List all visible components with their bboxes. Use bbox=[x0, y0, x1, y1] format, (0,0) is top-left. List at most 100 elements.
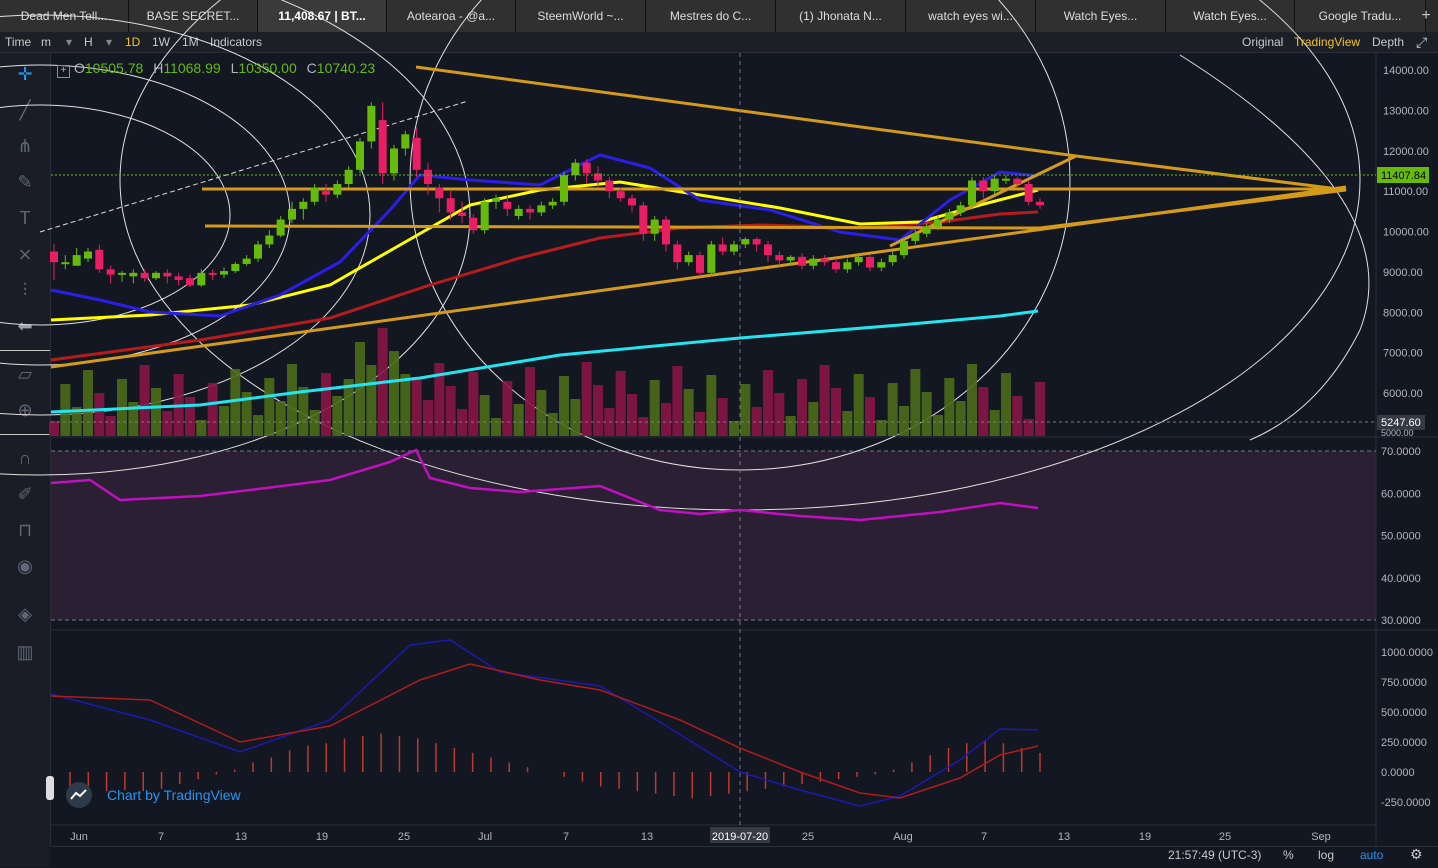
candle-body bbox=[492, 198, 500, 202]
interval-hour-dropdown[interactable]: H bbox=[84, 35, 93, 49]
price-tick-label: 8000.00 bbox=[1383, 307, 1423, 319]
candle-body bbox=[605, 180, 614, 192]
candle-body bbox=[866, 256, 874, 268]
lock-drawing-icon[interactable]: ✐ bbox=[17, 484, 33, 504]
chart-toolbar: Time m ▾ H ▾ 1D 1W 1M Indicators Origina… bbox=[0, 32, 1438, 53]
time-tick-label: 25 bbox=[802, 831, 814, 843]
browser-tab-7[interactable]: (1) Jhonata N... bbox=[776, 0, 906, 32]
candle-body bbox=[662, 219, 670, 245]
interval-1d-button[interactable]: 1D bbox=[125, 35, 141, 49]
candle-body bbox=[616, 191, 625, 199]
settings-gear-icon[interactable]: ⚙ bbox=[1410, 846, 1423, 862]
brush-icon[interactable]: ✎ bbox=[17, 172, 33, 192]
candle-body bbox=[503, 201, 512, 209]
lock-icon[interactable]: ⊓ bbox=[17, 520, 33, 540]
volume-bar bbox=[332, 396, 343, 436]
trash-icon[interactable]: ▥ bbox=[16, 642, 34, 662]
candle-body bbox=[424, 169, 432, 185]
volume-bar bbox=[887, 383, 898, 436]
candle-body bbox=[707, 244, 716, 273]
volume-bar bbox=[275, 401, 286, 436]
candle-body bbox=[265, 235, 274, 245]
candle-body bbox=[129, 272, 138, 277]
volume-bar bbox=[774, 393, 785, 436]
candle-body bbox=[390, 148, 398, 174]
candle-body bbox=[356, 141, 364, 170]
time-tick-label: 19 bbox=[1139, 831, 1151, 843]
time-tick-label: 2019-07-20 bbox=[712, 831, 768, 843]
browser-tab-3[interactable]: 11,408.67 | BT... bbox=[258, 0, 387, 32]
macd-tick-label: -250.0000 bbox=[1381, 797, 1431, 809]
indicators-button[interactable]: Indicators bbox=[210, 35, 263, 49]
ruler-icon[interactable]: ▱ bbox=[18, 364, 32, 384]
candle-body bbox=[322, 191, 330, 195]
candle-body bbox=[537, 205, 546, 213]
browser-tab-8[interactable]: watch eyes wi... bbox=[906, 0, 1036, 32]
original-view-button[interactable]: Original bbox=[1242, 35, 1284, 49]
rsi-band bbox=[51, 451, 1376, 620]
volume-bar bbox=[1012, 396, 1023, 436]
browser-tab-6[interactable]: Mestres do C... bbox=[646, 0, 776, 32]
browser-tab-10[interactable]: Watch Eyes... bbox=[1166, 0, 1295, 32]
volume-bar bbox=[434, 363, 445, 436]
log-scale-button[interactable]: log bbox=[1318, 848, 1335, 862]
candle-body bbox=[276, 219, 285, 236]
volume-bar bbox=[547, 413, 558, 436]
volume-bar bbox=[309, 410, 320, 436]
macd-tick-label: 1000.0000 bbox=[1381, 647, 1433, 659]
tradingview-badge[interactable] bbox=[64, 780, 244, 810]
legend-expand-icon[interactable]: + bbox=[57, 65, 70, 78]
candle-body bbox=[639, 205, 648, 234]
text-tool-icon[interactable]: T bbox=[19, 208, 31, 228]
candle-body bbox=[220, 271, 228, 275]
minute-chevron-icon[interactable]: ▾ bbox=[66, 35, 73, 49]
time-tick-label: 13 bbox=[235, 831, 247, 843]
new-tab-button[interactable]: + bbox=[1421, 7, 1431, 24]
candle-body bbox=[979, 180, 988, 192]
macd-line bbox=[50, 639, 1039, 807]
volume-bar bbox=[672, 366, 683, 436]
candle-body bbox=[809, 258, 818, 266]
candle-body bbox=[571, 162, 580, 176]
volume-bar bbox=[128, 402, 139, 436]
candle-body bbox=[84, 251, 92, 259]
tradingview-view-button[interactable]: TradingView bbox=[1294, 35, 1361, 49]
pitchfork-icon[interactable]: ⋔ bbox=[17, 136, 33, 156]
volume-bar bbox=[808, 402, 819, 436]
fullscreen-icon[interactable]: ⤢ bbox=[1416, 34, 1428, 50]
candle-body bbox=[152, 272, 160, 279]
pattern-icon[interactable]: ⨯ bbox=[17, 244, 33, 264]
crosshair-icon[interactable]: ✛ bbox=[17, 64, 33, 84]
volume-bar bbox=[570, 399, 581, 436]
volume-bar bbox=[1023, 419, 1034, 436]
browser-tab-9[interactable]: Watch Eyes... bbox=[1036, 0, 1166, 32]
volume-bar bbox=[819, 365, 830, 436]
browser-tab-11[interactable]: Google Tradu... bbox=[1295, 0, 1426, 32]
layers-icon[interactable]: ◈ bbox=[18, 604, 32, 624]
eye-icon[interactable]: ◉ bbox=[17, 556, 33, 576]
trend-line-icon[interactable]: ╱ bbox=[19, 100, 31, 120]
hour-chevron-icon[interactable]: ▾ bbox=[106, 35, 113, 49]
percent-scale-button[interactable]: % bbox=[1283, 848, 1294, 862]
back-arrow-icon[interactable]: ⬅ bbox=[17, 316, 33, 336]
browser-tab-5[interactable]: SteemWorld ~... bbox=[516, 0, 646, 32]
magnet-icon[interactable]: ∩ bbox=[18, 448, 32, 468]
candle-body bbox=[968, 180, 976, 206]
volume-bar bbox=[729, 421, 739, 436]
depth-view-button[interactable]: Depth bbox=[1372, 35, 1405, 49]
close-label: C bbox=[306, 60, 317, 76]
volume-bar bbox=[502, 381, 513, 436]
candle-body bbox=[730, 244, 738, 252]
volume-bar bbox=[921, 392, 932, 436]
browser-tab-4[interactable]: Aotearoa - @a... bbox=[387, 0, 516, 32]
interval-1w-button[interactable]: 1W bbox=[152, 35, 170, 49]
prediction-icon[interactable]: ⫶ bbox=[22, 280, 28, 300]
tradingview-cloud-icon bbox=[66, 782, 92, 808]
candle-body bbox=[367, 105, 376, 142]
auto-scale-button[interactable]: auto bbox=[1360, 848, 1384, 862]
candle-body bbox=[582, 162, 591, 174]
candle-body bbox=[50, 251, 58, 263]
interval-minute-dropdown[interactable]: m bbox=[41, 35, 51, 49]
tradingview-badge-text[interactable]: Chart by TradingView bbox=[107, 787, 241, 803]
